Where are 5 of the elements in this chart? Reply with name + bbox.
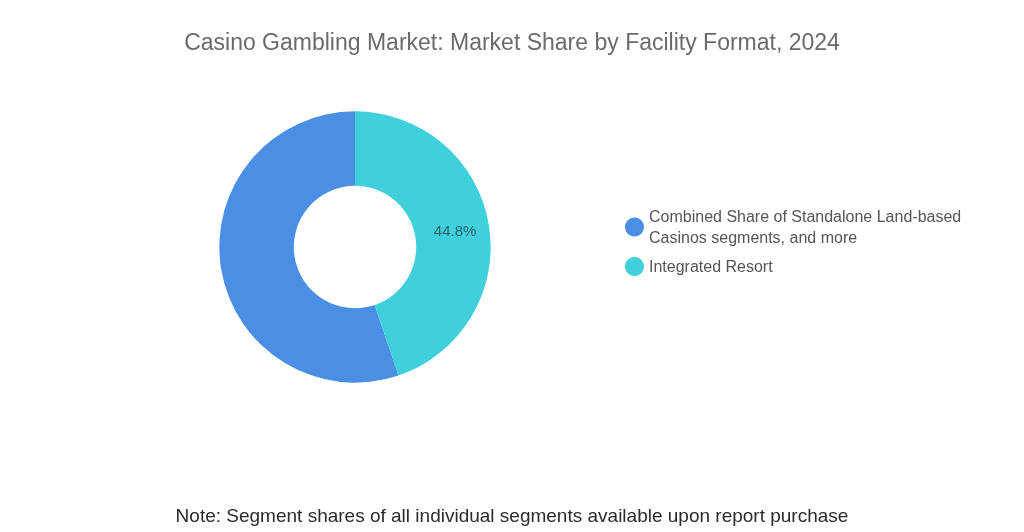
chart-title: Casino Gambling Market: Market Share by Facility Format, 2024	[184, 28, 841, 55]
legend-label: Combined Share of Standalone Land-based Casinos segments, and more	[649, 208, 966, 246]
text: Note: Segment shares of all individual segments available upon report purchase	[175, 505, 849, 526]
legend-label: Integrated Resort	[649, 258, 774, 275]
data-label: 44.8%	[433, 222, 477, 240]
